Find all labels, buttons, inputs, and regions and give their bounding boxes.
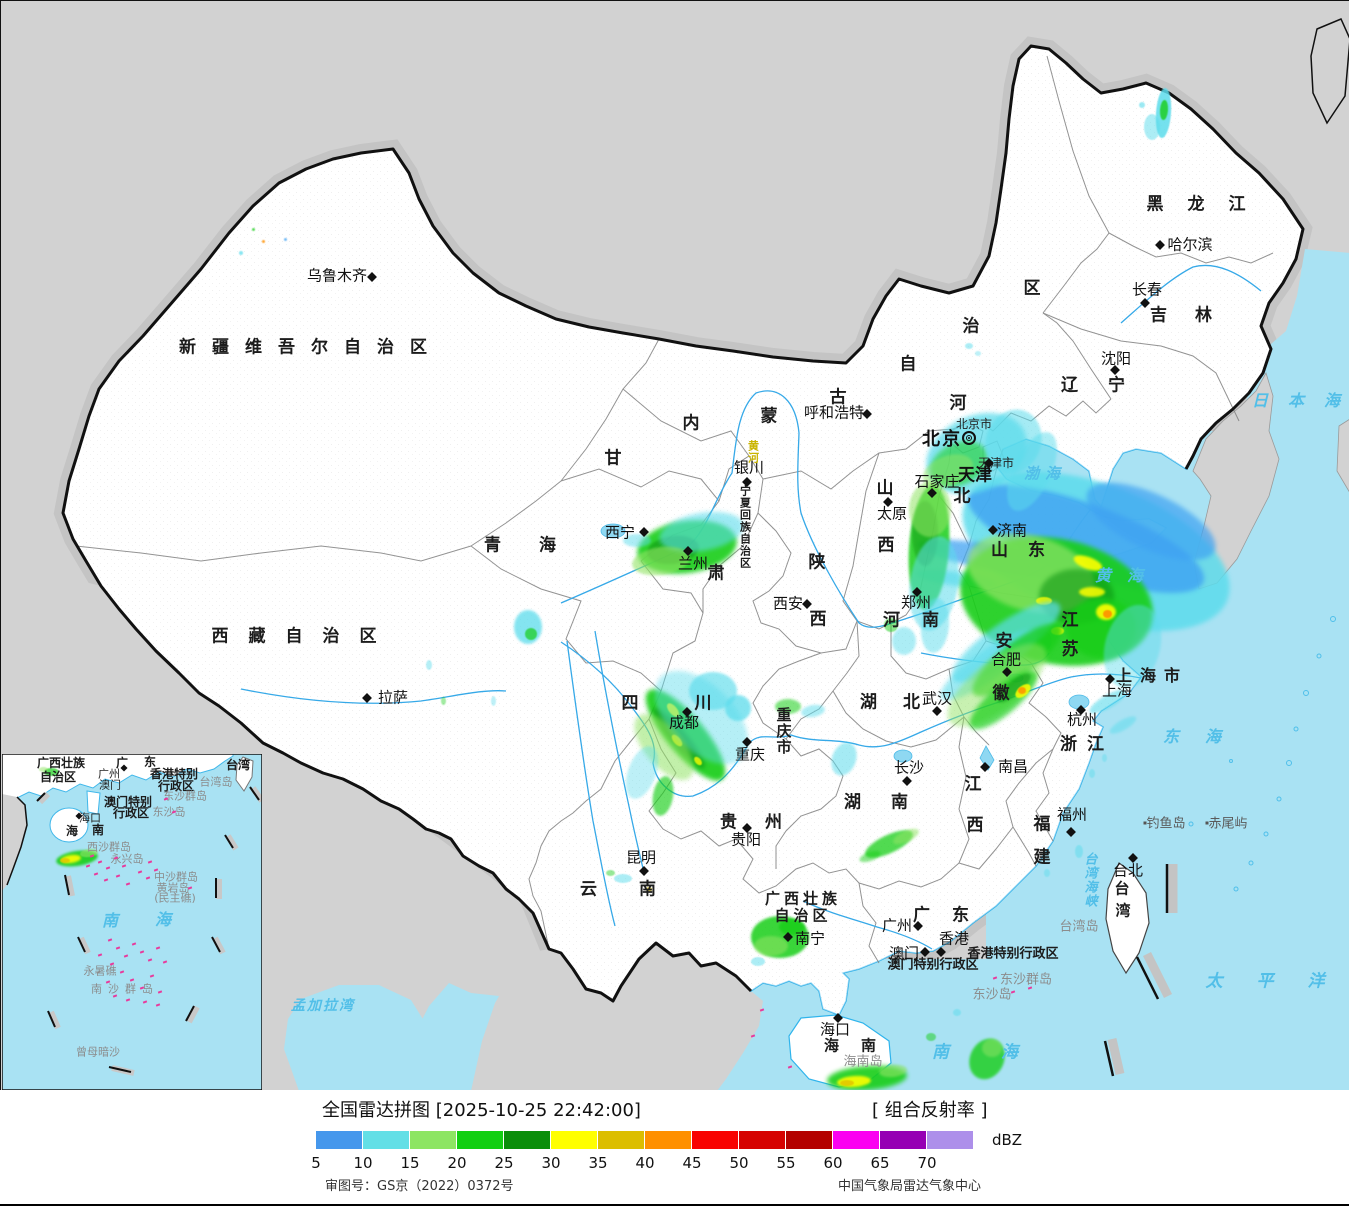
- colorbar-tick: 15: [400, 1154, 420, 1172]
- sakhalin-island: [1310, 18, 1349, 125]
- colorbar-ticks: 5 10 15 20 25 30 35 40 45 50 55 60 65 70: [0, 1154, 1349, 1172]
- colorbar-segment: [598, 1131, 645, 1149]
- colorbar: [316, 1131, 974, 1149]
- colorbar-segment: [833, 1131, 880, 1149]
- colorbar-tick: 40: [635, 1154, 655, 1172]
- colorbar-segment: [692, 1131, 739, 1149]
- base-map: [1, 1, 1349, 1091]
- colorbar-tick: 35: [588, 1154, 608, 1172]
- colorbar-tick: 10: [353, 1154, 373, 1172]
- credit-label: 中国气象局雷达气象中心: [838, 1179, 982, 1194]
- colorbar-tick: 5: [311, 1154, 321, 1172]
- colorbar-tick: 30: [541, 1154, 561, 1172]
- colorbar-tick: 50: [729, 1154, 749, 1172]
- national-border: [61, 44, 1305, 1003]
- colorbar-segment: [551, 1131, 598, 1149]
- inset-dash-line: [36, 786, 262, 1076]
- colorbar-tick: 55: [776, 1154, 796, 1172]
- colorbar-segment: [363, 1131, 410, 1149]
- colorbar-segment: [457, 1131, 504, 1149]
- map-title: 全国雷达拼图 [2025-10-25 22:42:00]: [322, 1100, 641, 1121]
- japan-edge: [1336, 419, 1349, 493]
- approval-number: 审图号：GS京（2022）0372号: [325, 1179, 514, 1194]
- colorbar-segment: [786, 1131, 833, 1149]
- colorbar-tick: 60: [823, 1154, 843, 1172]
- taiwan-island: [1105, 862, 1150, 975]
- colorbar-segment: [410, 1131, 457, 1149]
- product-label: [ 组合反射率 ]: [872, 1100, 988, 1121]
- china-map-area: [0, 0, 1349, 1093]
- dbz-unit-label: dBZ: [992, 1131, 1023, 1149]
- bay-of-bengal: [284, 985, 429, 1091]
- colorbar-segment: [739, 1131, 786, 1149]
- colorbar-segment: [504, 1131, 551, 1149]
- indochina: [471, 943, 763, 1091]
- south-china-sea-inset: [2, 754, 262, 1090]
- colorbar-tick: 25: [494, 1154, 514, 1172]
- colorbar-segment: [880, 1131, 927, 1149]
- ryukyu-islands: [1188, 616, 1336, 892]
- colorbar-tick: 65: [870, 1154, 890, 1172]
- colorbar-tick: 20: [447, 1154, 467, 1172]
- colorbar-segment: [645, 1131, 692, 1149]
- colorbar-tick: 70: [917, 1154, 937, 1172]
- bottom-frame-line: [0, 1204, 1349, 1206]
- colorbar-tick: 45: [682, 1154, 702, 1172]
- colorbar-segment: [927, 1131, 974, 1149]
- dash-line-main: [1103, 864, 1178, 1077]
- colorbar-segment: [316, 1131, 363, 1149]
- legend-panel: 全国雷达拼图 [2025-10-25 22:42:00] [ 组合反射率 ] d…: [0, 1090, 1349, 1208]
